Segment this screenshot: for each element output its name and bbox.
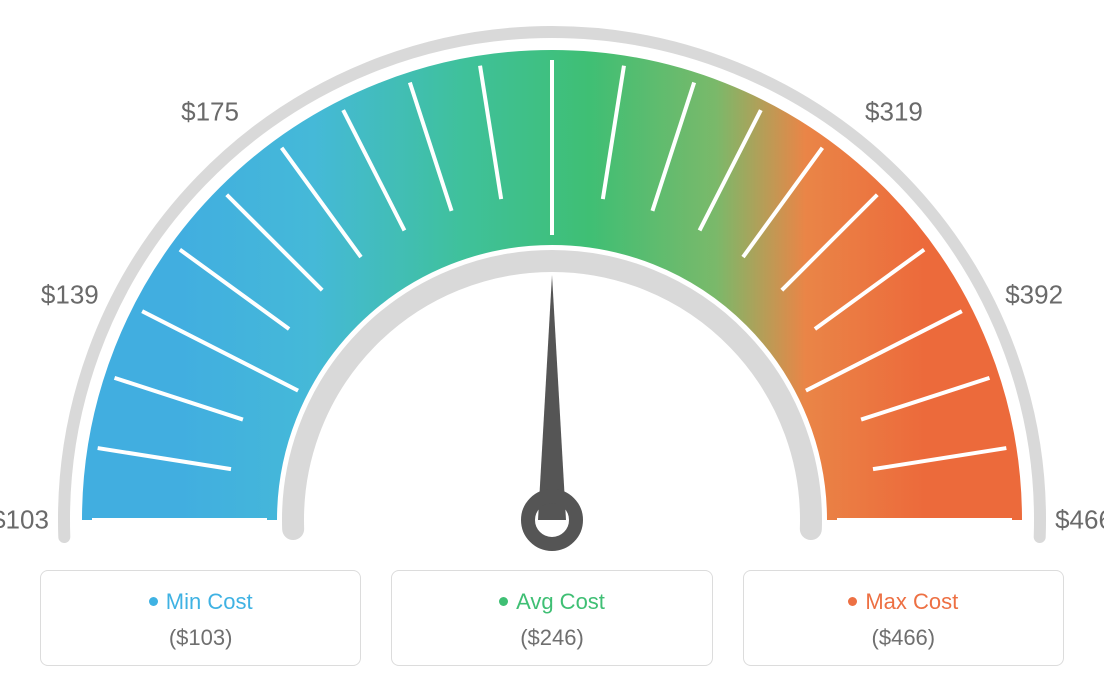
gauge-tick-label: $139 <box>41 280 99 311</box>
gauge-tick-label: $103 <box>0 505 49 536</box>
gauge-area: $103 $139 $175 $246 $319 $392 $466 <box>0 0 1104 560</box>
legend-value-min: ($103) <box>51 625 350 651</box>
legend-card-max: Max Cost ($466) <box>743 570 1064 666</box>
legend-title-min: Min Cost <box>51 589 350 615</box>
gauge-tick-label: $175 <box>181 97 239 128</box>
legend-value-avg: ($246) <box>402 625 701 651</box>
gauge-tick-label: $246 <box>523 0 581 4</box>
gauge-tick-label: $466 <box>1055 505 1104 536</box>
cost-gauge-chart: $103 $139 $175 $246 $319 $392 $466 Min Cost ($… <box>0 0 1104 690</box>
gauge-tick-label: $319 <box>865 97 923 128</box>
legend-title-avg: Avg Cost <box>402 589 701 615</box>
gauge-tick-label: $392 <box>1005 280 1063 311</box>
gauge-svg <box>0 0 1104 560</box>
legend-card-min: Min Cost ($103) <box>40 570 361 666</box>
legend-card-avg: Avg Cost ($246) <box>391 570 712 666</box>
legend-title-max: Max Cost <box>754 589 1053 615</box>
legend-row: Min Cost ($103) Avg Cost ($246) Max Cost… <box>40 570 1064 666</box>
legend-value-max: ($466) <box>754 625 1053 651</box>
